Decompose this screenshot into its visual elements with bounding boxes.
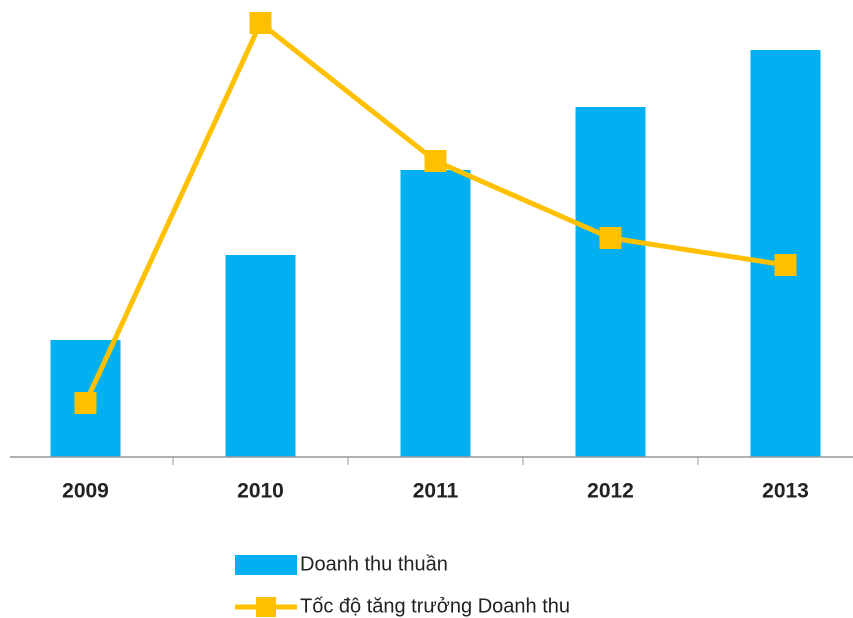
- legend-label: Doanh thu thuần: [300, 553, 448, 575]
- x-tick-label: 2012: [587, 480, 634, 503]
- bar: [225, 255, 296, 457]
- marker: [774, 254, 797, 276]
- marker: [249, 12, 272, 34]
- legend-marker: [256, 597, 276, 617]
- legend-swatch: [235, 555, 297, 575]
- marker: [74, 392, 97, 414]
- x-tick-label: 2010: [237, 480, 284, 503]
- bar: [400, 170, 471, 457]
- bar: [750, 50, 821, 457]
- x-tick-label: 2013: [762, 480, 809, 503]
- bar: [575, 107, 646, 457]
- legend-label: Tốc độ tăng trưởng Doanh thu: [300, 595, 570, 617]
- x-tick-label: 2011: [413, 480, 459, 503]
- marker: [424, 150, 447, 172]
- marker: [599, 227, 622, 249]
- x-tick-label: 2009: [62, 480, 109, 503]
